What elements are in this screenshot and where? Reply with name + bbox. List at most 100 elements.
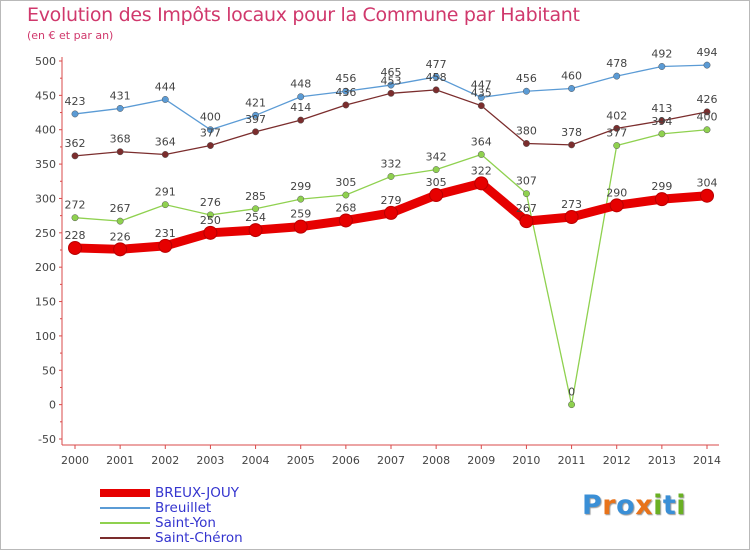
data-point-saint-ch-ron <box>297 116 305 124</box>
y-tick-label: 500 <box>35 55 56 68</box>
data-point-breux-jouy <box>474 176 489 191</box>
data-point-saint-ch-ron <box>387 89 395 97</box>
x-tick-label: 2011 <box>558 454 586 467</box>
data-label-breux-jouy: 228 <box>65 229 86 242</box>
data-label-breux-jouy: 322 <box>471 164 492 177</box>
data-point-saint-ch-ron <box>613 124 621 132</box>
data-point-breuillet <box>161 96 169 103</box>
series-line-saint-yon <box>74 129 708 405</box>
data-point-breux-jouy <box>68 240 82 255</box>
data-label-breuillet: 444 <box>155 80 176 93</box>
legend-label-breux-jouy: BREUX-JOUY <box>155 485 239 501</box>
logo-letter: i <box>653 490 663 521</box>
data-point-saint-yon <box>432 166 440 174</box>
data-point-saint-yon <box>342 191 350 199</box>
data-point-saint-yon <box>613 142 621 149</box>
data-label-breux-jouy: 273 <box>561 198 582 211</box>
data-label-breuillet: 423 <box>65 95 86 108</box>
data-point-breuillet <box>703 61 711 69</box>
data-point-breux-jouy <box>203 225 218 240</box>
x-tick-label: 2005 <box>287 454 315 467</box>
data-point-breux-jouy <box>429 188 444 203</box>
x-tick-label: 2006 <box>332 454 360 467</box>
data-point-saint-ch-ron <box>252 128 260 136</box>
data-label-breuillet: 456 <box>335 72 356 85</box>
logo-letter: r <box>602 490 617 521</box>
data-point-saint-ch-ron <box>477 102 485 110</box>
legend-swatch-breuillet <box>100 507 150 509</box>
data-point-saint-ch-ron <box>432 86 440 94</box>
data-point-breux-jouy <box>609 198 624 213</box>
data-label-saint-ch-ron: 435 <box>471 87 492 100</box>
data-label-saint-yon: 291 <box>155 186 176 199</box>
data-point-breux-jouy <box>519 214 534 229</box>
data-point-saint-ch-ron <box>568 141 576 149</box>
data-point-saint-yon <box>568 401 576 409</box>
y-tick-label: 450 <box>35 89 56 102</box>
data-label-saint-ch-ron: 414 <box>290 101 311 114</box>
data-point-saint-ch-ron <box>116 148 124 156</box>
x-tick-label: 2008 <box>422 454 450 467</box>
data-point-breux-jouy <box>700 188 714 203</box>
data-label-saint-ch-ron: 453 <box>381 74 402 87</box>
data-point-breuillet <box>297 93 305 101</box>
data-point-breuillet <box>116 104 124 112</box>
data-label-breux-jouy: 290 <box>606 186 627 199</box>
data-label-saint-ch-ron: 380 <box>516 124 537 137</box>
data-label-breuillet: 465 <box>381 66 402 79</box>
data-label-breux-jouy: 268 <box>335 201 356 214</box>
legend-item-saint-cheron: Saint-Chéron <box>100 530 320 546</box>
legend-swatch-saint-yon <box>100 522 150 524</box>
data-point-saint-yon <box>658 130 666 138</box>
data-point-breux-jouy <box>248 223 263 238</box>
data-point-saint-yon <box>522 190 530 198</box>
data-label-saint-ch-ron: 436 <box>335 86 356 99</box>
x-tick-label: 2013 <box>648 454 676 467</box>
data-label-breux-jouy: 231 <box>155 227 176 240</box>
data-label-breux-jouy: 226 <box>110 230 131 243</box>
data-label-breuillet: 460 <box>561 69 582 82</box>
data-point-breux-jouy <box>293 219 308 234</box>
data-point-breux-jouy <box>654 192 669 207</box>
data-point-saint-yon <box>252 205 260 213</box>
data-label-saint-ch-ron: 402 <box>606 109 627 122</box>
logo-letter: P <box>582 490 603 521</box>
data-point-breux-jouy <box>384 205 398 220</box>
legend-swatch-breux-jouy <box>100 489 150 497</box>
data-point-breuillet <box>206 126 214 134</box>
y-tick-label: 300 <box>35 192 56 205</box>
data-label-saint-yon: 342 <box>426 151 447 164</box>
data-point-breux-jouy <box>113 242 128 257</box>
y-tick-label: 150 <box>35 296 56 309</box>
data-point-breux-jouy <box>158 238 173 253</box>
chart-subtitle: (en € et par an) <box>27 29 114 42</box>
data-label-saint-yon: 364 <box>471 135 492 148</box>
data-point-saint-ch-ron <box>342 101 350 109</box>
data-label-breux-jouy: 250 <box>200 214 221 227</box>
data-point-breuillet <box>568 85 576 92</box>
data-point-breuillet <box>522 87 530 95</box>
x-tick-label: 2014 <box>693 454 721 467</box>
data-point-saint-ch-ron <box>71 152 79 160</box>
data-label-breuillet: 456 <box>516 72 537 85</box>
data-point-breuillet <box>477 93 485 101</box>
y-tick-label: -50 <box>38 433 56 446</box>
data-label-breuillet: 400 <box>200 111 221 124</box>
x-tick-label: 2004 <box>242 454 270 467</box>
data-point-saint-yon <box>387 173 395 180</box>
y-tick-label: 100 <box>35 330 56 343</box>
y-tick-label: 50 <box>42 364 56 377</box>
legend-item-breux-jouy: BREUX-JOUY <box>100 485 320 501</box>
legend-label-breuillet: Breuillet <box>155 500 212 516</box>
data-label-breuillet: 477 <box>426 58 447 71</box>
data-label-saint-ch-ron: 364 <box>155 135 176 148</box>
data-point-saint-yon <box>703 126 711 134</box>
data-label-saint-ch-ron: 377 <box>200 127 221 140</box>
data-label-saint-ch-ron: 378 <box>561 126 582 139</box>
data-label-breuillet: 494 <box>697 46 718 59</box>
data-label-saint-yon: 305 <box>335 176 356 189</box>
data-point-saint-yon <box>206 211 214 219</box>
data-point-breuillet <box>71 110 79 118</box>
data-point-saint-ch-ron <box>522 140 530 147</box>
